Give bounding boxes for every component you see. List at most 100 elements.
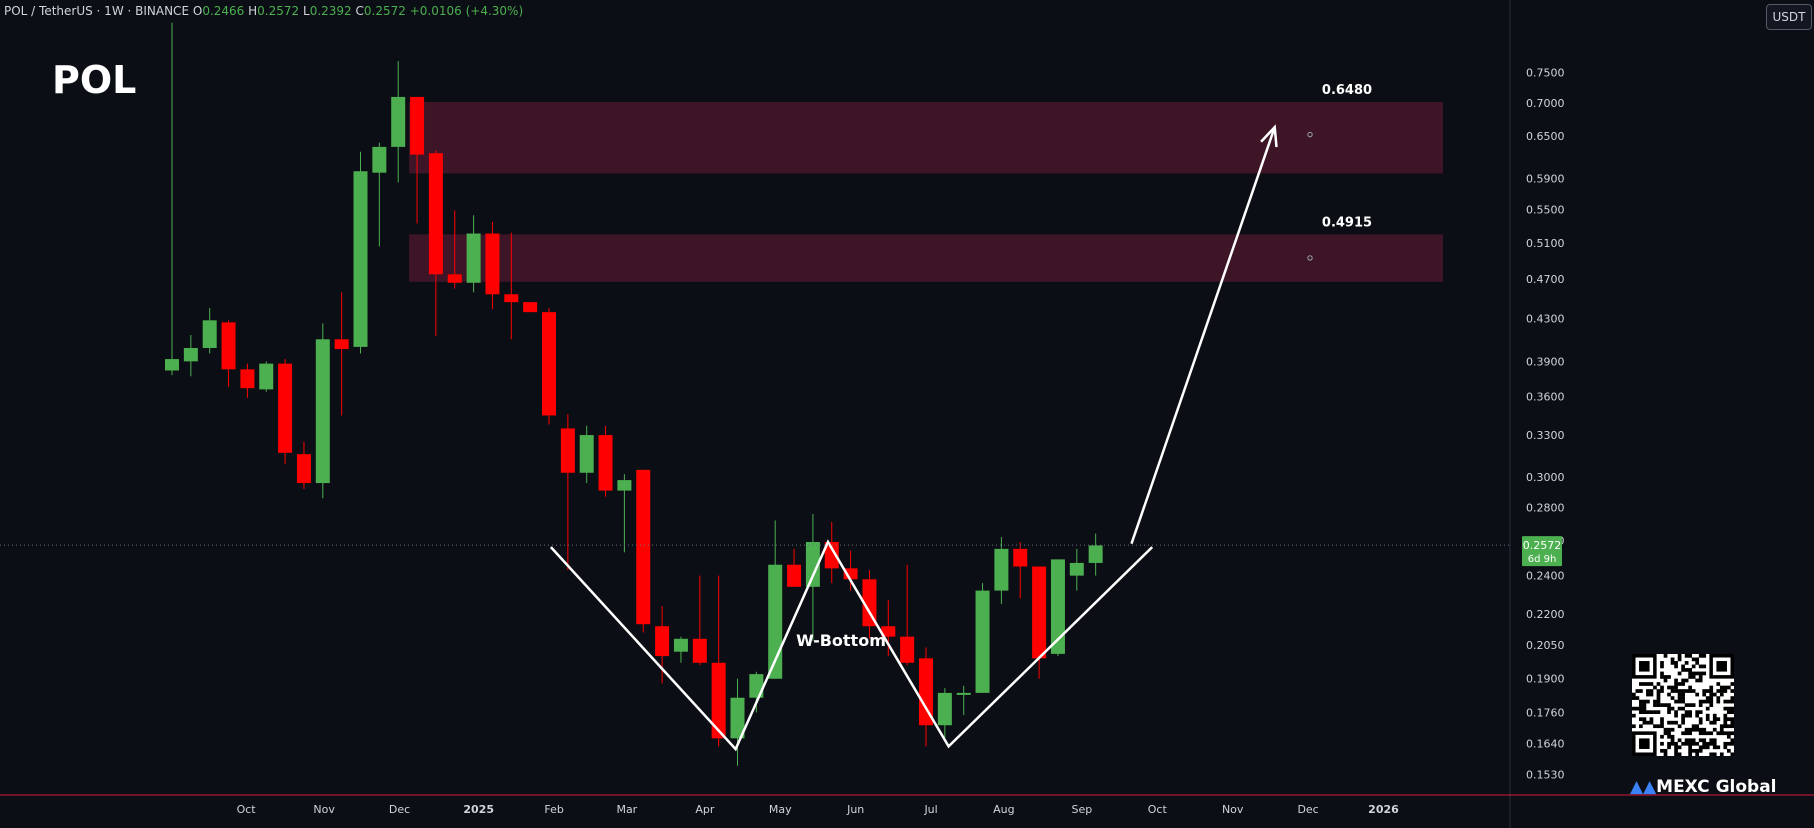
qr-module (1730, 706, 1734, 711)
candle (617, 474, 632, 553)
x-tick-label: Apr (695, 803, 715, 816)
qr-module (1705, 706, 1710, 711)
x-tick-label: Nov (1222, 803, 1244, 816)
candle (824, 522, 839, 584)
qr-module (1677, 724, 1682, 729)
qr-module (1688, 738, 1692, 743)
qr-module (1716, 745, 1721, 750)
qr-module (1691, 671, 1696, 676)
y-tick-label: 0.1900 (1526, 673, 1565, 686)
qr-module (1716, 699, 1721, 704)
candle-body (372, 146, 387, 173)
qr-module (1723, 706, 1728, 711)
candle-body (428, 153, 443, 275)
qr-module (1663, 727, 1668, 732)
qr-module (1639, 689, 1643, 693)
qr-module (1660, 685, 1664, 690)
qr-module (1698, 664, 1703, 669)
current-price-countdown: 6d 9h (1528, 554, 1557, 565)
qr-module (1723, 731, 1728, 736)
qr-module (1670, 706, 1675, 711)
candle-body (165, 359, 179, 371)
qr-module (1684, 710, 1689, 714)
qr-module (1691, 664, 1696, 669)
y-tick-label: 0.2400 (1526, 570, 1565, 583)
qr-module (1705, 696, 1710, 700)
candle-body (636, 469, 651, 625)
qr-module (1688, 713, 1692, 718)
w-bottom-pattern-line (549, 539, 1154, 752)
qr-module (1681, 692, 1685, 697)
qr-module (1730, 717, 1734, 722)
qr-module (1698, 727, 1703, 732)
qr-module (1719, 724, 1724, 729)
candle (692, 575, 707, 666)
qr-module (1716, 717, 1721, 722)
candle-body (259, 363, 274, 390)
qr-module (1674, 699, 1678, 704)
qr-module (1681, 682, 1685, 686)
qr-module (1723, 724, 1728, 729)
qr-module (1663, 748, 1668, 753)
qr-module (1656, 682, 1661, 686)
candle-body (579, 435, 594, 473)
qr-module (1730, 682, 1734, 686)
qr-module (1646, 692, 1650, 697)
candle-body (504, 294, 519, 303)
qr-module (1726, 741, 1731, 746)
qr-module (1712, 713, 1717, 718)
qr-module (1639, 703, 1643, 707)
y-tick-label: 0.1640 (1526, 738, 1565, 751)
qr-module (1730, 710, 1734, 714)
qr-module (1695, 678, 1700, 683)
candle-body (202, 320, 217, 348)
qr-module (1677, 682, 1682, 686)
y-tick-label: 0.7500 (1526, 67, 1565, 80)
qr-module (1656, 689, 1661, 693)
resistance-zones: 0.6480 0.4915 (409, 83, 1443, 282)
candle (843, 550, 858, 591)
candle (485, 221, 500, 310)
qr-module (1712, 745, 1717, 750)
qr-module (1681, 696, 1685, 700)
qr-module (1642, 717, 1647, 722)
qr-module (1695, 671, 1700, 676)
qr-module (1667, 710, 1671, 714)
qr-module (1674, 713, 1678, 718)
candle-body (542, 312, 556, 416)
x-tick-label: Mar (616, 803, 637, 816)
qr-module (1709, 720, 1714, 725)
qr-module (1712, 752, 1717, 756)
candle (579, 425, 594, 484)
y-tick-label: 0.3000 (1526, 471, 1565, 484)
qr-module (1649, 682, 1654, 686)
qr-finder-core (1639, 661, 1650, 672)
qr-module (1667, 731, 1671, 736)
candle-body (447, 274, 462, 283)
candle (504, 232, 519, 340)
qr-module (1730, 696, 1734, 700)
qr-module (1660, 671, 1664, 676)
resistance-zone (409, 101, 1443, 174)
qr-module (1677, 752, 1682, 756)
qr-module (1698, 703, 1703, 707)
qr-module (1698, 738, 1703, 743)
candle-body (1050, 559, 1065, 654)
qr-module (1677, 738, 1682, 743)
qr-module (1716, 682, 1721, 686)
qr-module (1698, 654, 1703, 658)
qr-module (1712, 720, 1717, 725)
candle-body (1013, 548, 1028, 567)
qr-module (1670, 689, 1675, 693)
candle-body (975, 590, 990, 693)
candle (353, 151, 368, 354)
qr-module (1688, 668, 1692, 672)
qr-module (1719, 685, 1724, 690)
qr-module (1730, 741, 1734, 746)
qr-module (1674, 741, 1678, 746)
qr-module (1670, 661, 1675, 665)
qr-module (1667, 741, 1671, 746)
currency-button[interactable]: USDT (1766, 4, 1812, 30)
qr-module (1726, 685, 1731, 690)
